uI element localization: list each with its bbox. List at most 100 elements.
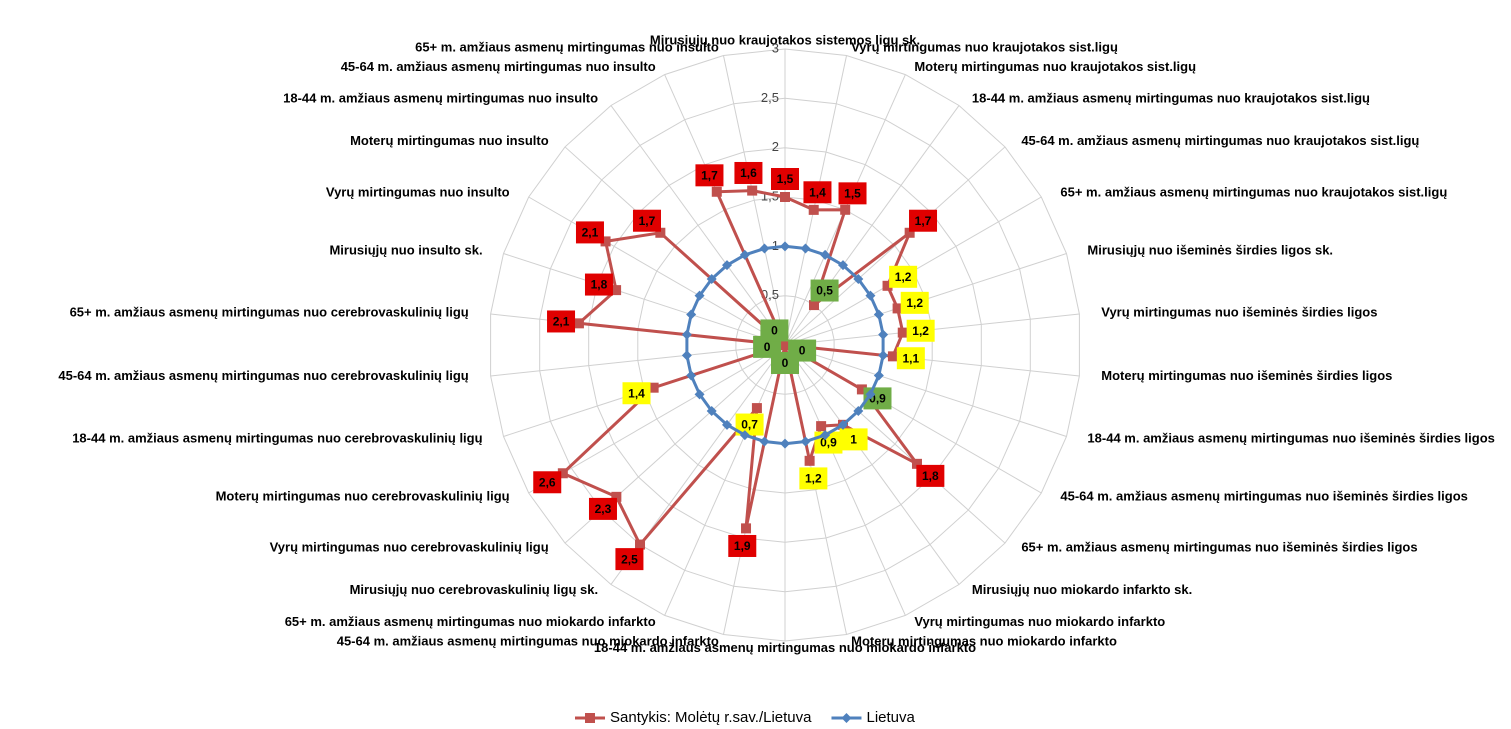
marker (820, 249, 831, 260)
category-label: 65+ m. amžiaus asmenų mirtingumas nuo iš… (1021, 540, 1417, 555)
category-label: 65+ m. amžiaus asmenų mirtingumas nuo ce… (70, 305, 469, 320)
marker (611, 285, 622, 296)
marker (681, 350, 692, 361)
category-label: Moterų mirtingumas nuo cerebrovaskulinių… (216, 488, 510, 503)
value-label: 1 (850, 433, 857, 447)
marker (837, 419, 848, 430)
category-label: 65+ m. amžiaus asmenų mirtingumas nuo kr… (1060, 185, 1447, 200)
marker (611, 491, 622, 502)
value-label: 2,3 (595, 502, 612, 516)
value-label-box (533, 471, 562, 494)
category-label: Moterų mirtingumas nuo išeminės širdies … (1101, 368, 1392, 383)
marker (808, 204, 819, 215)
value-label: 1,4 (628, 386, 645, 400)
value-label: 0 (771, 324, 778, 338)
category-label: 18-44 m. amžiaus asmenų mirtingumas nuo … (972, 91, 1370, 106)
value-label-box (771, 168, 799, 190)
value-label: 1,2 (805, 472, 822, 486)
spoke (784, 344, 960, 585)
marker (837, 260, 848, 271)
value-label-box (916, 464, 945, 487)
marker (856, 384, 867, 395)
legend-marker (585, 713, 595, 723)
value-label-box (889, 265, 918, 288)
spoke (528, 196, 786, 346)
spoke (784, 344, 1067, 437)
category-label: Mirusiųjų nuo išeminės širdies ligos sk. (1087, 243, 1333, 258)
spoke (664, 344, 786, 616)
value-label: 1,7 (915, 214, 932, 228)
category-label: Mirusiųjų nuo kraujotakos sistemos ligų … (650, 33, 920, 48)
marker (780, 241, 790, 252)
marker (600, 236, 611, 247)
marker (840, 204, 851, 215)
marker (780, 192, 790, 202)
marker (722, 260, 733, 271)
value-label: 1,5 (777, 172, 794, 186)
category-label: Moterų mirtingumas nuo miokardo infarkto (851, 634, 1117, 649)
marker (573, 318, 584, 329)
spoke (784, 146, 1006, 346)
legend-label: Lietuva (866, 709, 915, 726)
value-label-box (632, 209, 661, 232)
value-label-box (906, 319, 935, 342)
marker (865, 290, 876, 301)
value-label: 0 (764, 340, 771, 354)
marker (873, 309, 884, 320)
marker (741, 523, 752, 534)
value-label-box (615, 548, 644, 571)
value-label-box (547, 310, 576, 333)
marker (816, 421, 827, 432)
value-label-box (839, 428, 868, 451)
value-label: 2,5 (621, 552, 638, 566)
marker (694, 389, 705, 400)
value-label-box (728, 534, 757, 557)
legend-label: Santykis: Molėtų r.sav./Lietuva (610, 709, 812, 726)
value-label: 1,8 (591, 278, 608, 292)
category-label: 65+ m. amžiaus asmenų mirtingumas nuo mi… (285, 614, 656, 629)
marker (648, 382, 659, 393)
value-label: 1,6 (740, 166, 757, 180)
marker (780, 438, 790, 449)
marker (751, 403, 762, 414)
category-label: 45-64 m. amžiaus asmenų mirtingumas nuo … (337, 634, 719, 649)
value-label: 2,6 (539, 475, 556, 489)
value-label: 0,9 (820, 436, 837, 450)
category-label: 18-44 m. amžiaus asmenų mirtingumas nuo … (283, 91, 598, 106)
category-label: 45-64 m. amžiaus asmenų mirtingumas nuo … (1060, 488, 1467, 503)
value-label: 1,2 (912, 324, 929, 338)
tick-label: 3 (772, 40, 779, 55)
tick-label: 2,5 (761, 90, 779, 105)
category-label: 45-64 m. amžiaus asmenų mirtingumas nuo … (58, 368, 468, 383)
marker (739, 249, 750, 260)
marker (865, 389, 876, 400)
value-label: 1,4 (809, 185, 826, 199)
value-label: 1,2 (895, 270, 912, 284)
spoke (610, 105, 786, 346)
value-label: 1,1 (902, 351, 919, 365)
marker (706, 273, 717, 284)
marker (882, 280, 893, 291)
value-label-box (588, 497, 617, 520)
spoke (503, 253, 786, 346)
value-label: 2,1 (553, 315, 570, 329)
marker (655, 227, 666, 238)
marker (780, 340, 790, 350)
marker (800, 436, 811, 447)
category-label: Vyrų mirtingumas nuo cerebrovaskulinių l… (270, 540, 549, 555)
marker (892, 303, 903, 314)
marker (711, 186, 722, 197)
marker (897, 327, 908, 338)
marker (873, 370, 884, 381)
value-label: 2,1 (582, 226, 599, 240)
value-label: 1,5 (844, 187, 861, 201)
marker (686, 309, 697, 320)
category-label: 18-44 m. amžiaus asmenų mirtingumas nuo … (594, 640, 976, 655)
marker (557, 468, 568, 479)
category-label: Vyrų mirtingumas nuo išeminės širdies li… (1101, 305, 1377, 320)
category-label: 45-64 m. amžiaus asmenų mirtingumas nuo … (341, 59, 656, 74)
value-label-box (622, 382, 651, 405)
value-label-box (900, 291, 929, 314)
marker (759, 243, 770, 254)
